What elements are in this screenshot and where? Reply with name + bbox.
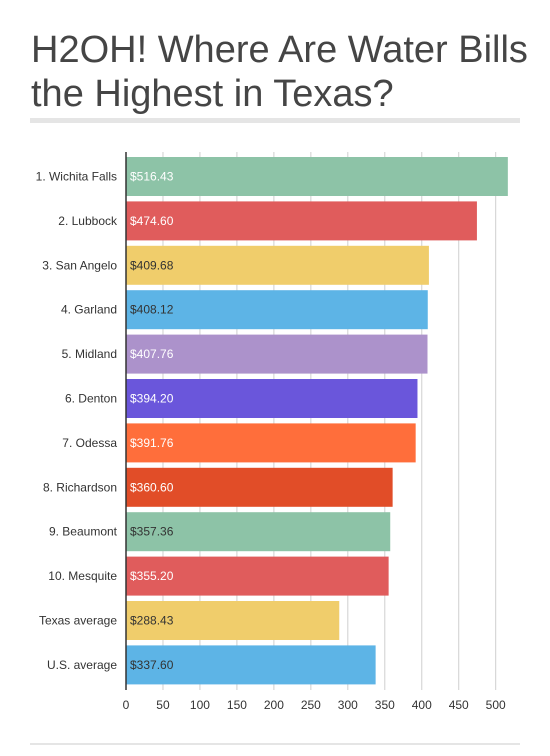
value-label: $360.60 [130,480,174,494]
bar [126,245,429,285]
value-label: $288.43 [130,614,174,628]
x-tick-label: 450 [449,698,469,712]
bar [126,334,428,374]
category-label: 3. San Angelo [42,258,117,272]
bar [126,379,418,418]
bar [126,423,416,463]
bottom-divider [30,743,520,745]
bar [126,556,389,596]
value-label: $408.12 [130,303,174,317]
value-label: $337.60 [130,658,174,672]
bar [126,157,508,196]
category-label: 9. Beaumont [49,525,118,539]
title-divider [30,118,520,123]
x-tick-label: 400 [412,698,432,712]
bar [126,201,477,241]
x-tick-label: 250 [301,698,321,712]
category-label: 8. Richardson [43,480,117,494]
x-tick-label: 0 [123,698,130,712]
x-tick-label: 100 [190,698,210,712]
page-title: H2OH! Where Are Water Bills the Highest … [31,29,528,115]
x-tick-label: 150 [227,698,247,712]
x-tick-label: 500 [486,698,506,712]
bar [126,290,428,330]
x-tick-label: 300 [338,698,358,712]
x-tick-label: 200 [264,698,284,712]
value-label: $407.76 [130,347,174,361]
category-label: 5. Midland [62,347,117,361]
category-label: Texas average [39,614,117,628]
category-label: U.S. average [47,658,117,672]
category-label: 1. Wichita Falls [36,170,117,184]
category-label: 4. Garland [61,303,117,317]
bar [126,601,340,640]
x-tick-label: 50 [156,698,170,712]
value-label: $516.43 [130,170,174,184]
category-label: 2. Lubbock [58,214,118,228]
category-label: 6. Denton [65,392,117,406]
value-label: $409.68 [130,258,174,272]
value-label: $357.36 [130,525,174,539]
value-label: $391.76 [130,436,174,450]
value-label: $355.20 [130,569,174,583]
bar [126,512,391,552]
bar [126,467,393,507]
value-label: $474.60 [130,214,174,228]
bar [126,645,376,685]
x-tick-label: 350 [375,698,395,712]
category-label: 10. Mesquite [48,569,117,583]
value-label: $394.20 [130,392,174,406]
category-label: 7. Odessa [62,436,117,450]
